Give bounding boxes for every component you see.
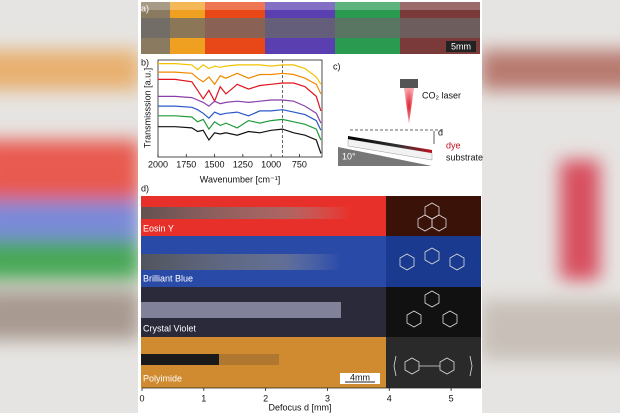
laser-label: CO₂ laser [422, 90, 461, 100]
x-tick-label: 0 [139, 393, 144, 403]
spectrum-line [158, 71, 322, 95]
molecule-drawings [393, 202, 473, 377]
spectrum-line [158, 78, 322, 112]
panel-a-photo [141, 2, 480, 54]
panel-label: d) [141, 183, 149, 193]
spectrum-line [158, 63, 322, 85]
x-tick-label: 1000 [261, 159, 281, 169]
y-axis-title: Transmisssion [a.u.] [142, 68, 152, 148]
wedge [338, 147, 432, 166]
scale-bar-label: 5mm [451, 41, 471, 51]
angle-label: 10° [342, 151, 356, 161]
dye-layer [348, 136, 432, 153]
x-tick-label: 2000 [148, 159, 168, 169]
spectrum-line [158, 126, 322, 154]
row-label: Brilliant Blue [143, 273, 193, 283]
spectrum-line [158, 105, 322, 131]
x-axis-title: Defocus d [mm] [268, 402, 331, 412]
panel-label: b) [141, 57, 149, 67]
row-label: Polyimide [143, 373, 182, 383]
x-axis-title: Wavenumber [cm⁻¹] [200, 174, 280, 184]
row-label: Eosin Y [143, 223, 174, 233]
spectrum-line [158, 115, 322, 141]
substrate-label: substrate [446, 152, 483, 162]
plot-frame [157, 59, 323, 158]
distance-label: d [438, 127, 443, 137]
x-tick-label: 1 [201, 393, 206, 403]
x-tick-label: 1750 [176, 159, 196, 169]
x-tick-label: 750 [292, 159, 307, 169]
laser-head [400, 79, 418, 88]
x-tick-label: 3 [325, 393, 330, 403]
x-tick-label: 1500 [205, 159, 225, 169]
panel-label: c) [333, 61, 341, 71]
x-tick-label: 5 [449, 393, 454, 403]
row-label: Crystal Violet [143, 323, 196, 333]
x-tick-label: 1250 [233, 159, 253, 169]
scale-bar-label: 4mm [350, 372, 370, 382]
laser-beam [404, 88, 414, 124]
dye-label: dye [446, 140, 461, 150]
spectrum-line [158, 95, 322, 124]
x-tick-label: 4 [387, 393, 392, 403]
panel-label: a) [141, 3, 149, 13]
blurred-backdrop [0, 50, 620, 360]
panel-d-photos [141, 196, 481, 388]
x-tick-label: 2 [263, 393, 268, 403]
